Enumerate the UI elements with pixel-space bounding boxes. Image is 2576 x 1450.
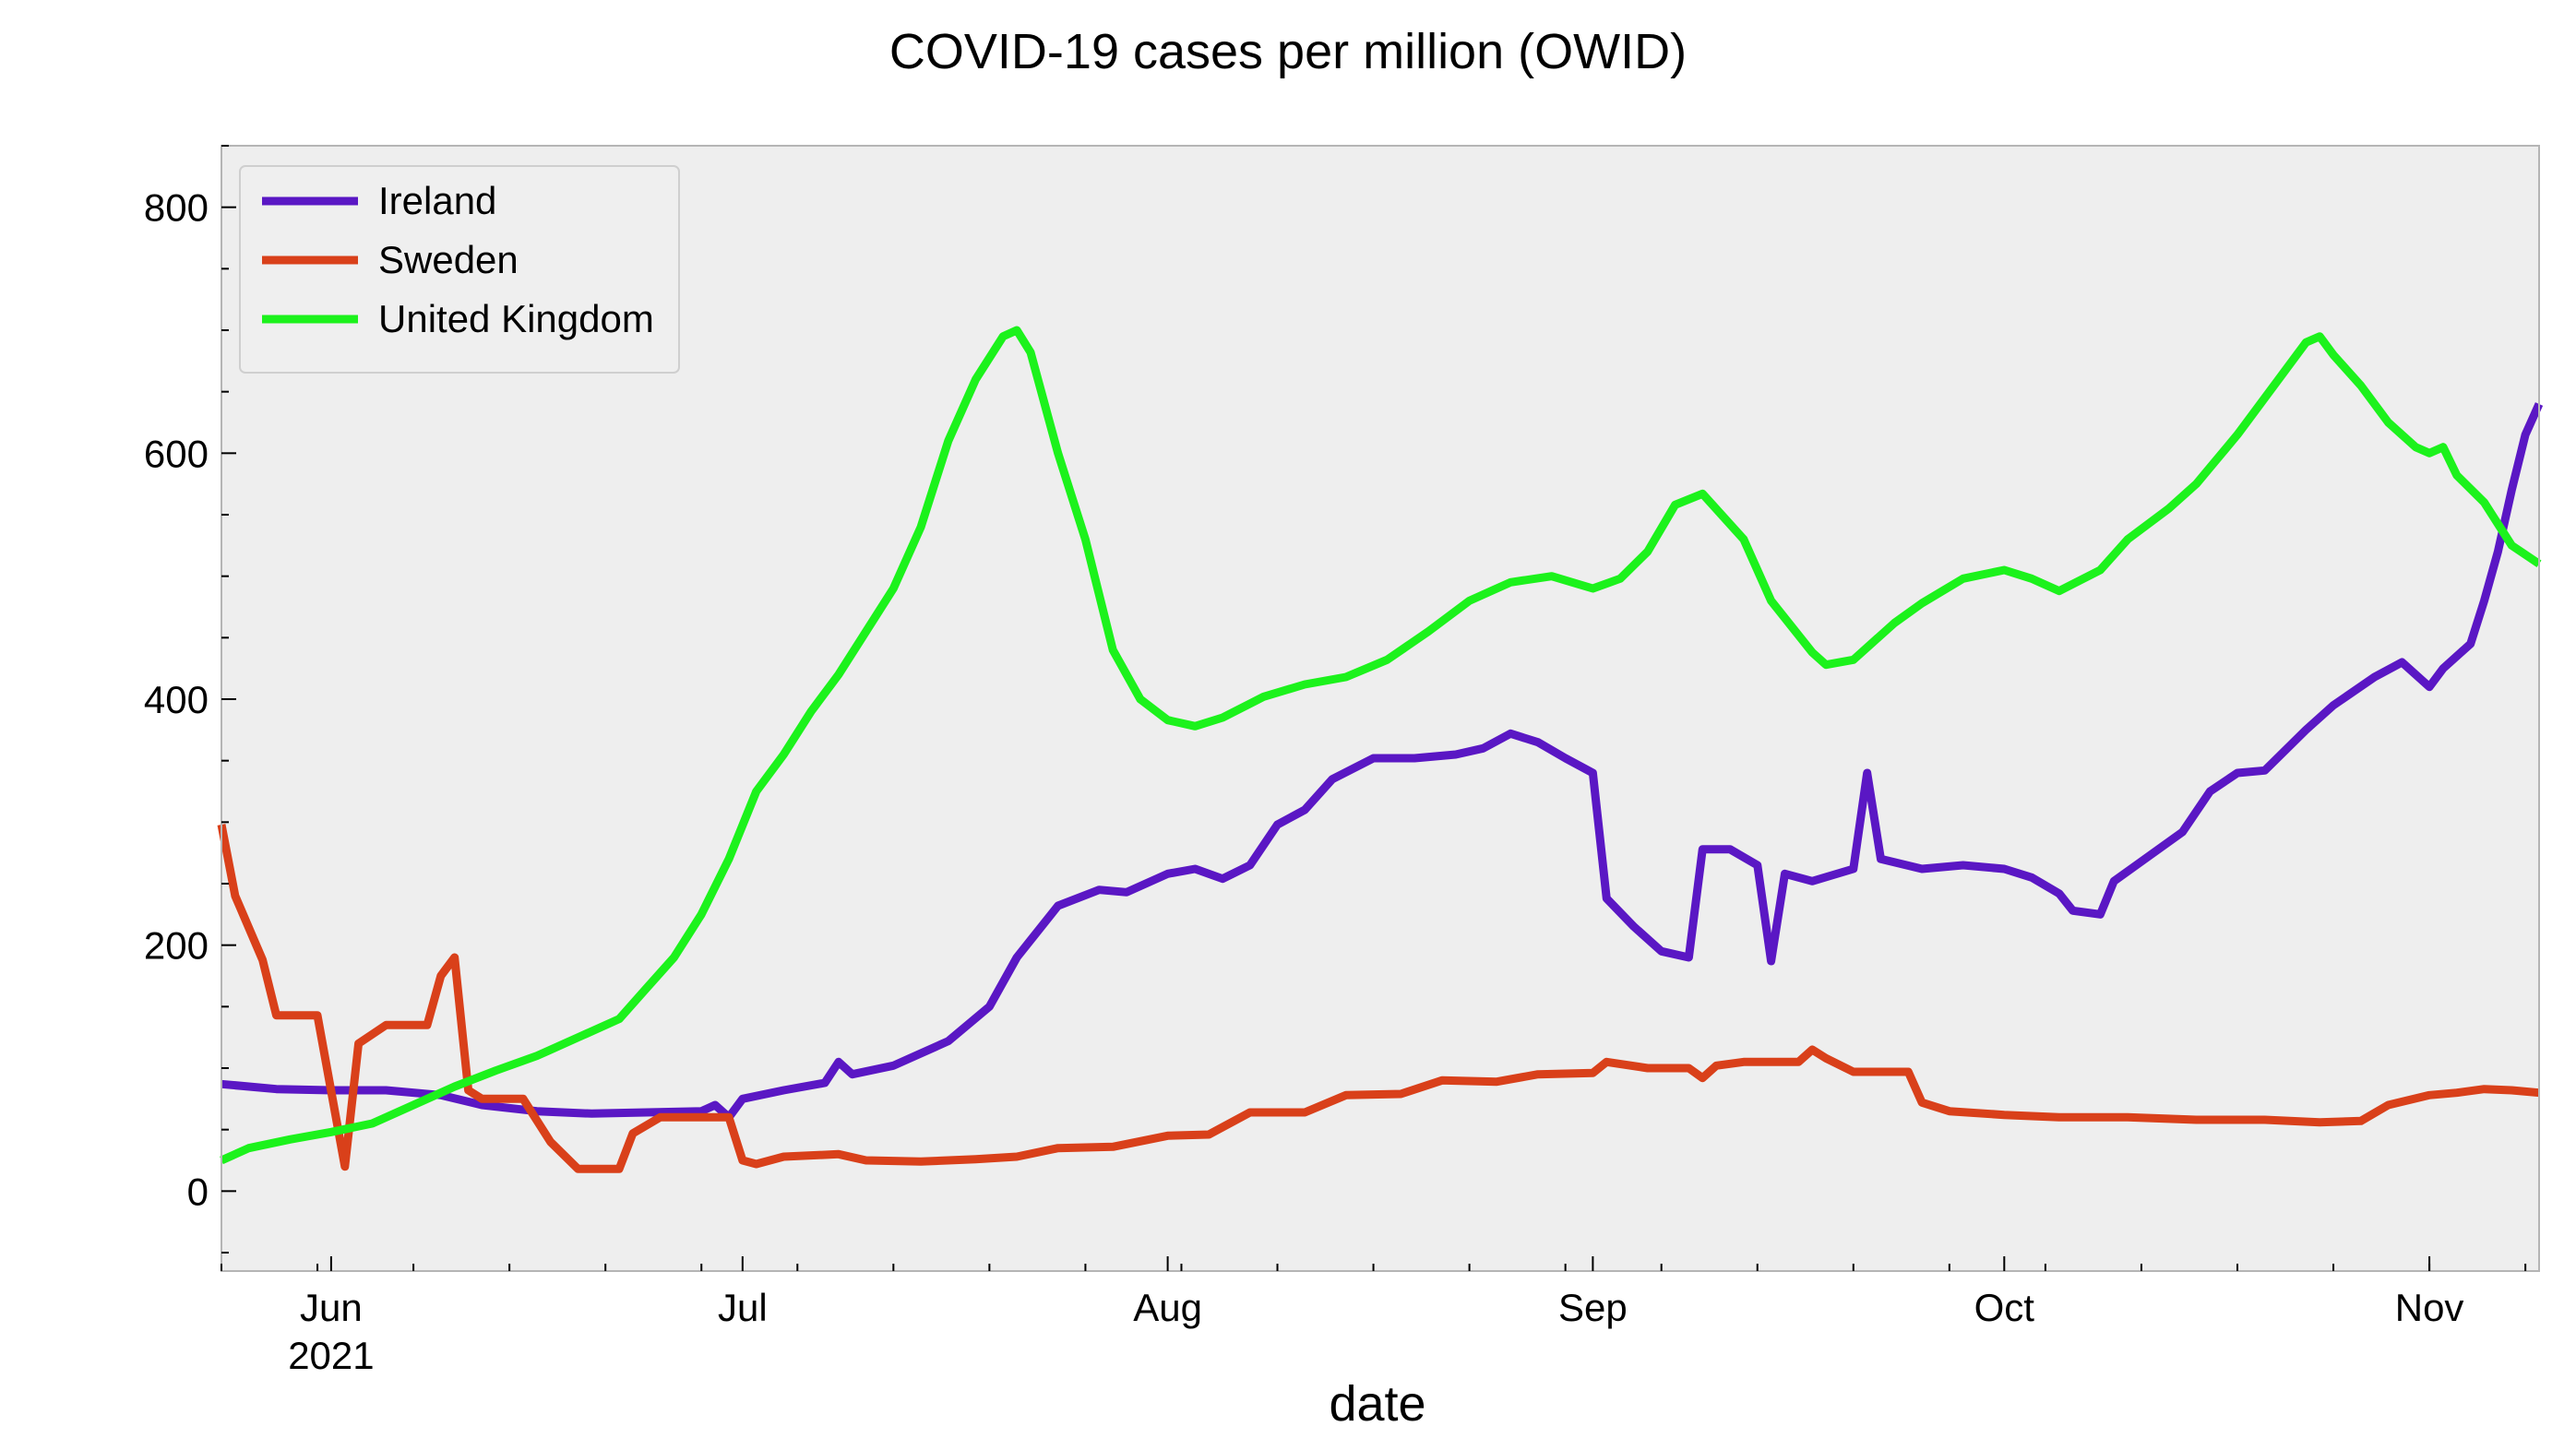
y-tick-label: 200 [144,924,209,968]
legend-label: United Kingdom [378,297,654,340]
y-axis: 0 200 400 600 800 [144,145,236,1254]
y-tick-label: 800 [144,186,209,230]
x-tick-label: Nov [2395,1286,2464,1329]
x-tick-label: Sep [1558,1286,1628,1329]
y-tick-label: 400 [144,678,209,721]
plot-frame [221,145,2540,1272]
x-axis: Jun 2021 Jul Aug Sep Oct Nov [221,1256,2527,1377]
x-tick-sublabel: 2021 [288,1334,374,1377]
chart-title: COVID-19 cases per million (OWID) [889,24,1687,79]
legend: Ireland Sweden United Kingdom [239,165,680,374]
series-line-ireland [221,402,2544,1122]
x-tick-label: Oct [1974,1286,2035,1329]
series-layer [217,326,2544,1173]
series-line-united-kingdom [220,326,2542,1165]
series-line-sweden [217,824,2540,1173]
x-axis-label: date [1329,1376,1425,1432]
legend-label: Sweden [378,238,519,281]
y-tick-label: 0 [187,1170,209,1213]
x-tick-label: Jun [300,1286,363,1329]
legend-label: Ireland [378,179,496,222]
y-tick-label: 600 [144,432,209,475]
x-tick-label: Jul [718,1286,768,1329]
x-tick-label: Aug [1133,1286,1202,1329]
